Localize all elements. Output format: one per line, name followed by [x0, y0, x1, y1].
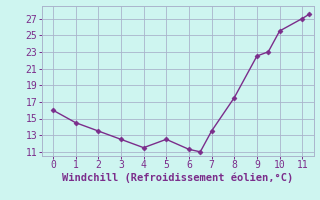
X-axis label: Windchill (Refroidissement éolien,°C): Windchill (Refroidissement éolien,°C)	[62, 173, 293, 183]
